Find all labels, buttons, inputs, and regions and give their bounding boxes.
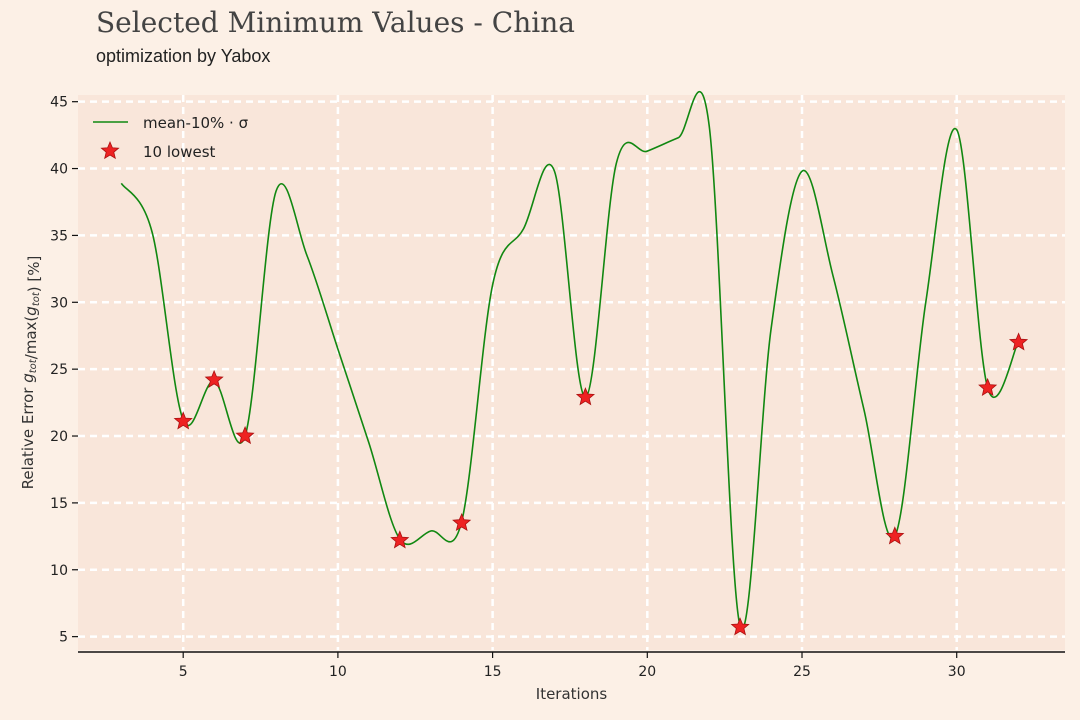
- lowest-point-marker: [235, 425, 255, 445]
- x-tick-label: 10: [329, 664, 347, 680]
- chart-title: Selected Minimum Values - China: [96, 6, 575, 39]
- lowest-point-marker: [978, 377, 998, 397]
- lowest-point-marker: [452, 512, 472, 532]
- grid-lines: [78, 95, 1065, 650]
- plot-area: [78, 95, 1065, 650]
- legend-label-lowest: 10 lowest: [143, 143, 216, 161]
- y-tick-label: 10: [50, 563, 68, 579]
- x-tick-label: 15: [484, 664, 502, 680]
- lowest-markers: [173, 332, 1029, 636]
- x-tick-label: 5: [179, 664, 188, 680]
- y-axis-label: Relative Error gtot/max(gtot) [%]: [19, 256, 43, 490]
- lowest-point-marker: [885, 526, 905, 545]
- chart-subtitle: optimization by Yabox: [96, 46, 271, 66]
- y-tick-label: 35: [50, 228, 68, 244]
- y-tick-label: 25: [50, 362, 68, 378]
- y-tick-label: 40: [50, 162, 68, 178]
- y-tick-label: 45: [50, 95, 68, 111]
- y-tick-label: 5: [59, 630, 68, 646]
- legend-label-mean: mean-10% · σ: [143, 114, 249, 132]
- series-line-mean: [120, 91, 1020, 630]
- x-tick-label: 30: [948, 664, 966, 680]
- y-tick-label: 20: [50, 429, 68, 445]
- lowest-point-marker: [1008, 332, 1029, 351]
- x-axis-label: Iterations: [536, 685, 608, 703]
- y-tick-label: 30: [50, 295, 68, 311]
- y-axis-ticks: 5 10 15 20 25 30 35 40 45: [50, 95, 78, 646]
- legend: mean-10% · σ 10 lowest: [93, 114, 249, 161]
- lowest-point-marker: [575, 387, 596, 406]
- lowest-point-marker: [173, 411, 193, 430]
- x-axis-ticks: 5 10 15 20 25 30: [179, 652, 966, 680]
- lowest-point-marker: [204, 369, 224, 388]
- lowest-point-marker: [390, 530, 410, 549]
- y-tick-label: 15: [50, 496, 68, 512]
- x-tick-label: 20: [638, 664, 656, 680]
- lowest-point-marker: [730, 617, 750, 636]
- legend-star-icon: [100, 140, 120, 160]
- x-tick-label: 25: [793, 664, 811, 680]
